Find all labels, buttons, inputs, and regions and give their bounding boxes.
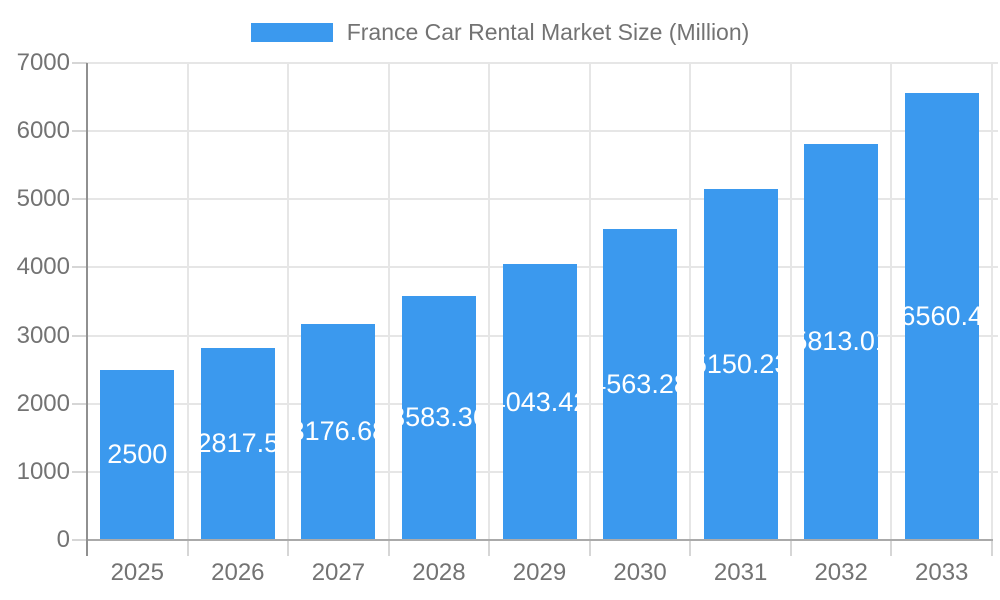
y-axis-tick-label: 7000 [16,49,70,76]
x-axis-tick [789,540,792,556]
x-axis-tick-label: 2033 [915,559,969,586]
bar-value-label: 3583.36 [402,402,476,433]
x-axis-tick-label: 2026 [211,559,265,586]
bar-value-label: 2817.5 [200,428,275,459]
x-axis-tick-label: 2031 [713,559,768,586]
x-axis-tick-label: 2029 [512,559,567,586]
bar[interactable]: 6560.4 [904,92,979,540]
gridline-vertical [890,63,893,540]
bar[interactable]: 2500 [100,369,175,540]
x-axis-tick [588,540,591,556]
bar-value-label: 4563.28 [603,369,677,399]
bar-value-label: 2500 [107,439,168,470]
x-axis-tick [488,540,491,556]
y-axis-tick [72,470,87,473]
bar-value-label: 6560.4 [904,300,979,331]
gridline-horizontal [87,62,998,64]
bar[interactable]: 2817.5 [200,348,275,540]
gridline-horizontal [87,130,998,133]
bar-value-label: 5150.23 [704,349,778,380]
x-axis-tick [890,540,893,556]
x-axis-tick [387,540,390,556]
bar-value-label: 5813.01 [804,326,878,357]
bar[interactable]: 4563.28 [603,229,678,540]
y-axis-tick-label: 1000 [16,457,70,485]
legend-swatch [250,22,333,42]
x-axis-tick [287,540,290,556]
y-axis-tick-label: 3000 [16,321,70,349]
y-axis-tick [72,62,87,64]
x-axis-tick-label: 2027 [311,559,366,586]
x-axis-tick-label: 2028 [412,559,466,586]
bar[interactable]: 4043.42 [502,264,577,540]
gridline-vertical [588,63,591,540]
bar[interactable]: 3583.36 [401,295,476,540]
y-axis-tick-label: 5000 [16,185,70,213]
gridline-vertical [488,63,491,540]
x-axis-tick-label: 2030 [613,559,667,586]
x-axis-tick-label: 2032 [814,559,868,586]
legend-label: France Car Rental Market Size (Million) [346,19,750,45]
gridline-vertical [991,63,993,540]
y-axis-tick [72,266,87,269]
chart-legend[interactable]: France Car Rental Market Size (Million) [0,14,1000,50]
bar-value-label: 3176.68 [301,416,375,447]
gridline-vertical [387,63,390,540]
y-axis-tick-label: 2000 [16,389,70,417]
y-axis-tick [72,334,87,337]
y-axis-tick [72,402,87,405]
y-axis-tick-label: 6000 [16,117,70,145]
x-axis-tick-label: 2025 [110,559,164,586]
y-axis-line [86,63,88,556]
x-axis-tick [689,540,692,556]
x-axis-line [87,539,993,541]
y-axis-tick [72,198,87,201]
y-axis-tick [72,130,87,133]
bar-value-label: 4043.42 [503,386,577,417]
bar[interactable]: 5150.23 [703,189,778,540]
bar[interactable]: 5813.01 [804,143,879,540]
y-axis-tick-label: 4000 [16,253,70,281]
y-axis-tick-label: 0 [56,526,70,553]
gridline-vertical [689,63,692,540]
gridline-horizontal [87,198,998,201]
gridline-vertical [789,63,792,540]
x-axis-tick [186,540,189,556]
y-axis-tick [72,539,87,541]
bar[interactable]: 3176.68 [301,323,376,540]
gridline-vertical [186,63,189,540]
x-axis-tick [991,540,993,556]
gridline-vertical [287,63,290,540]
